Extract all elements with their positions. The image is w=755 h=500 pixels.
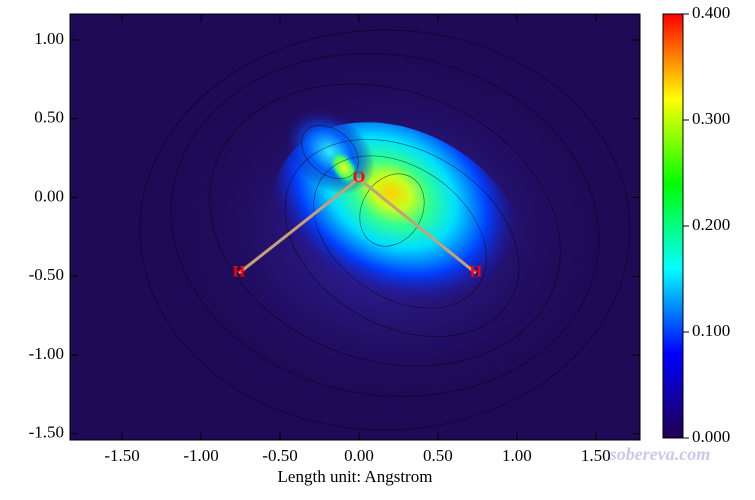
colorbar bbox=[662, 13, 684, 439]
y-tick-label: -1.00 bbox=[29, 344, 64, 363]
x-tick-label: 1.00 bbox=[502, 446, 532, 465]
bond bbox=[238, 177, 360, 275]
colorbar-tick-label: 0.000 bbox=[692, 427, 730, 446]
y-tick-label: -0.50 bbox=[29, 265, 64, 284]
bond bbox=[358, 177, 477, 275]
atom-label: H bbox=[233, 264, 246, 281]
atom-label: O bbox=[353, 169, 365, 186]
plot-frame bbox=[69, 13, 641, 441]
x-tick-label: -0.50 bbox=[262, 446, 297, 465]
x-tick-label: 0.50 bbox=[423, 446, 453, 465]
x-tick-label: 1.50 bbox=[581, 446, 611, 465]
density-field bbox=[70, 14, 640, 440]
x-axis-label: Length unit: Angstrom bbox=[278, 467, 433, 486]
x-tick-label: -1.50 bbox=[104, 446, 139, 465]
colorbar-tick-label: 0.400 bbox=[692, 3, 730, 22]
colorbar-tick-label: 0.100 bbox=[692, 321, 730, 340]
y-tick-label: -1.50 bbox=[29, 423, 64, 442]
colorbar-tick-label: 0.300 bbox=[692, 109, 730, 128]
colorbar-tick-label: 0.200 bbox=[692, 215, 730, 234]
atom-label: H bbox=[470, 264, 483, 281]
y-tick-label: 0.50 bbox=[34, 108, 64, 127]
x-tick-label: -1.00 bbox=[183, 446, 218, 465]
y-tick-label: 0.00 bbox=[34, 186, 64, 205]
x-tick-label: 0.00 bbox=[344, 446, 374, 465]
y-tick-label: 1.00 bbox=[34, 29, 64, 48]
watermark: sobereva.com bbox=[609, 444, 710, 464]
